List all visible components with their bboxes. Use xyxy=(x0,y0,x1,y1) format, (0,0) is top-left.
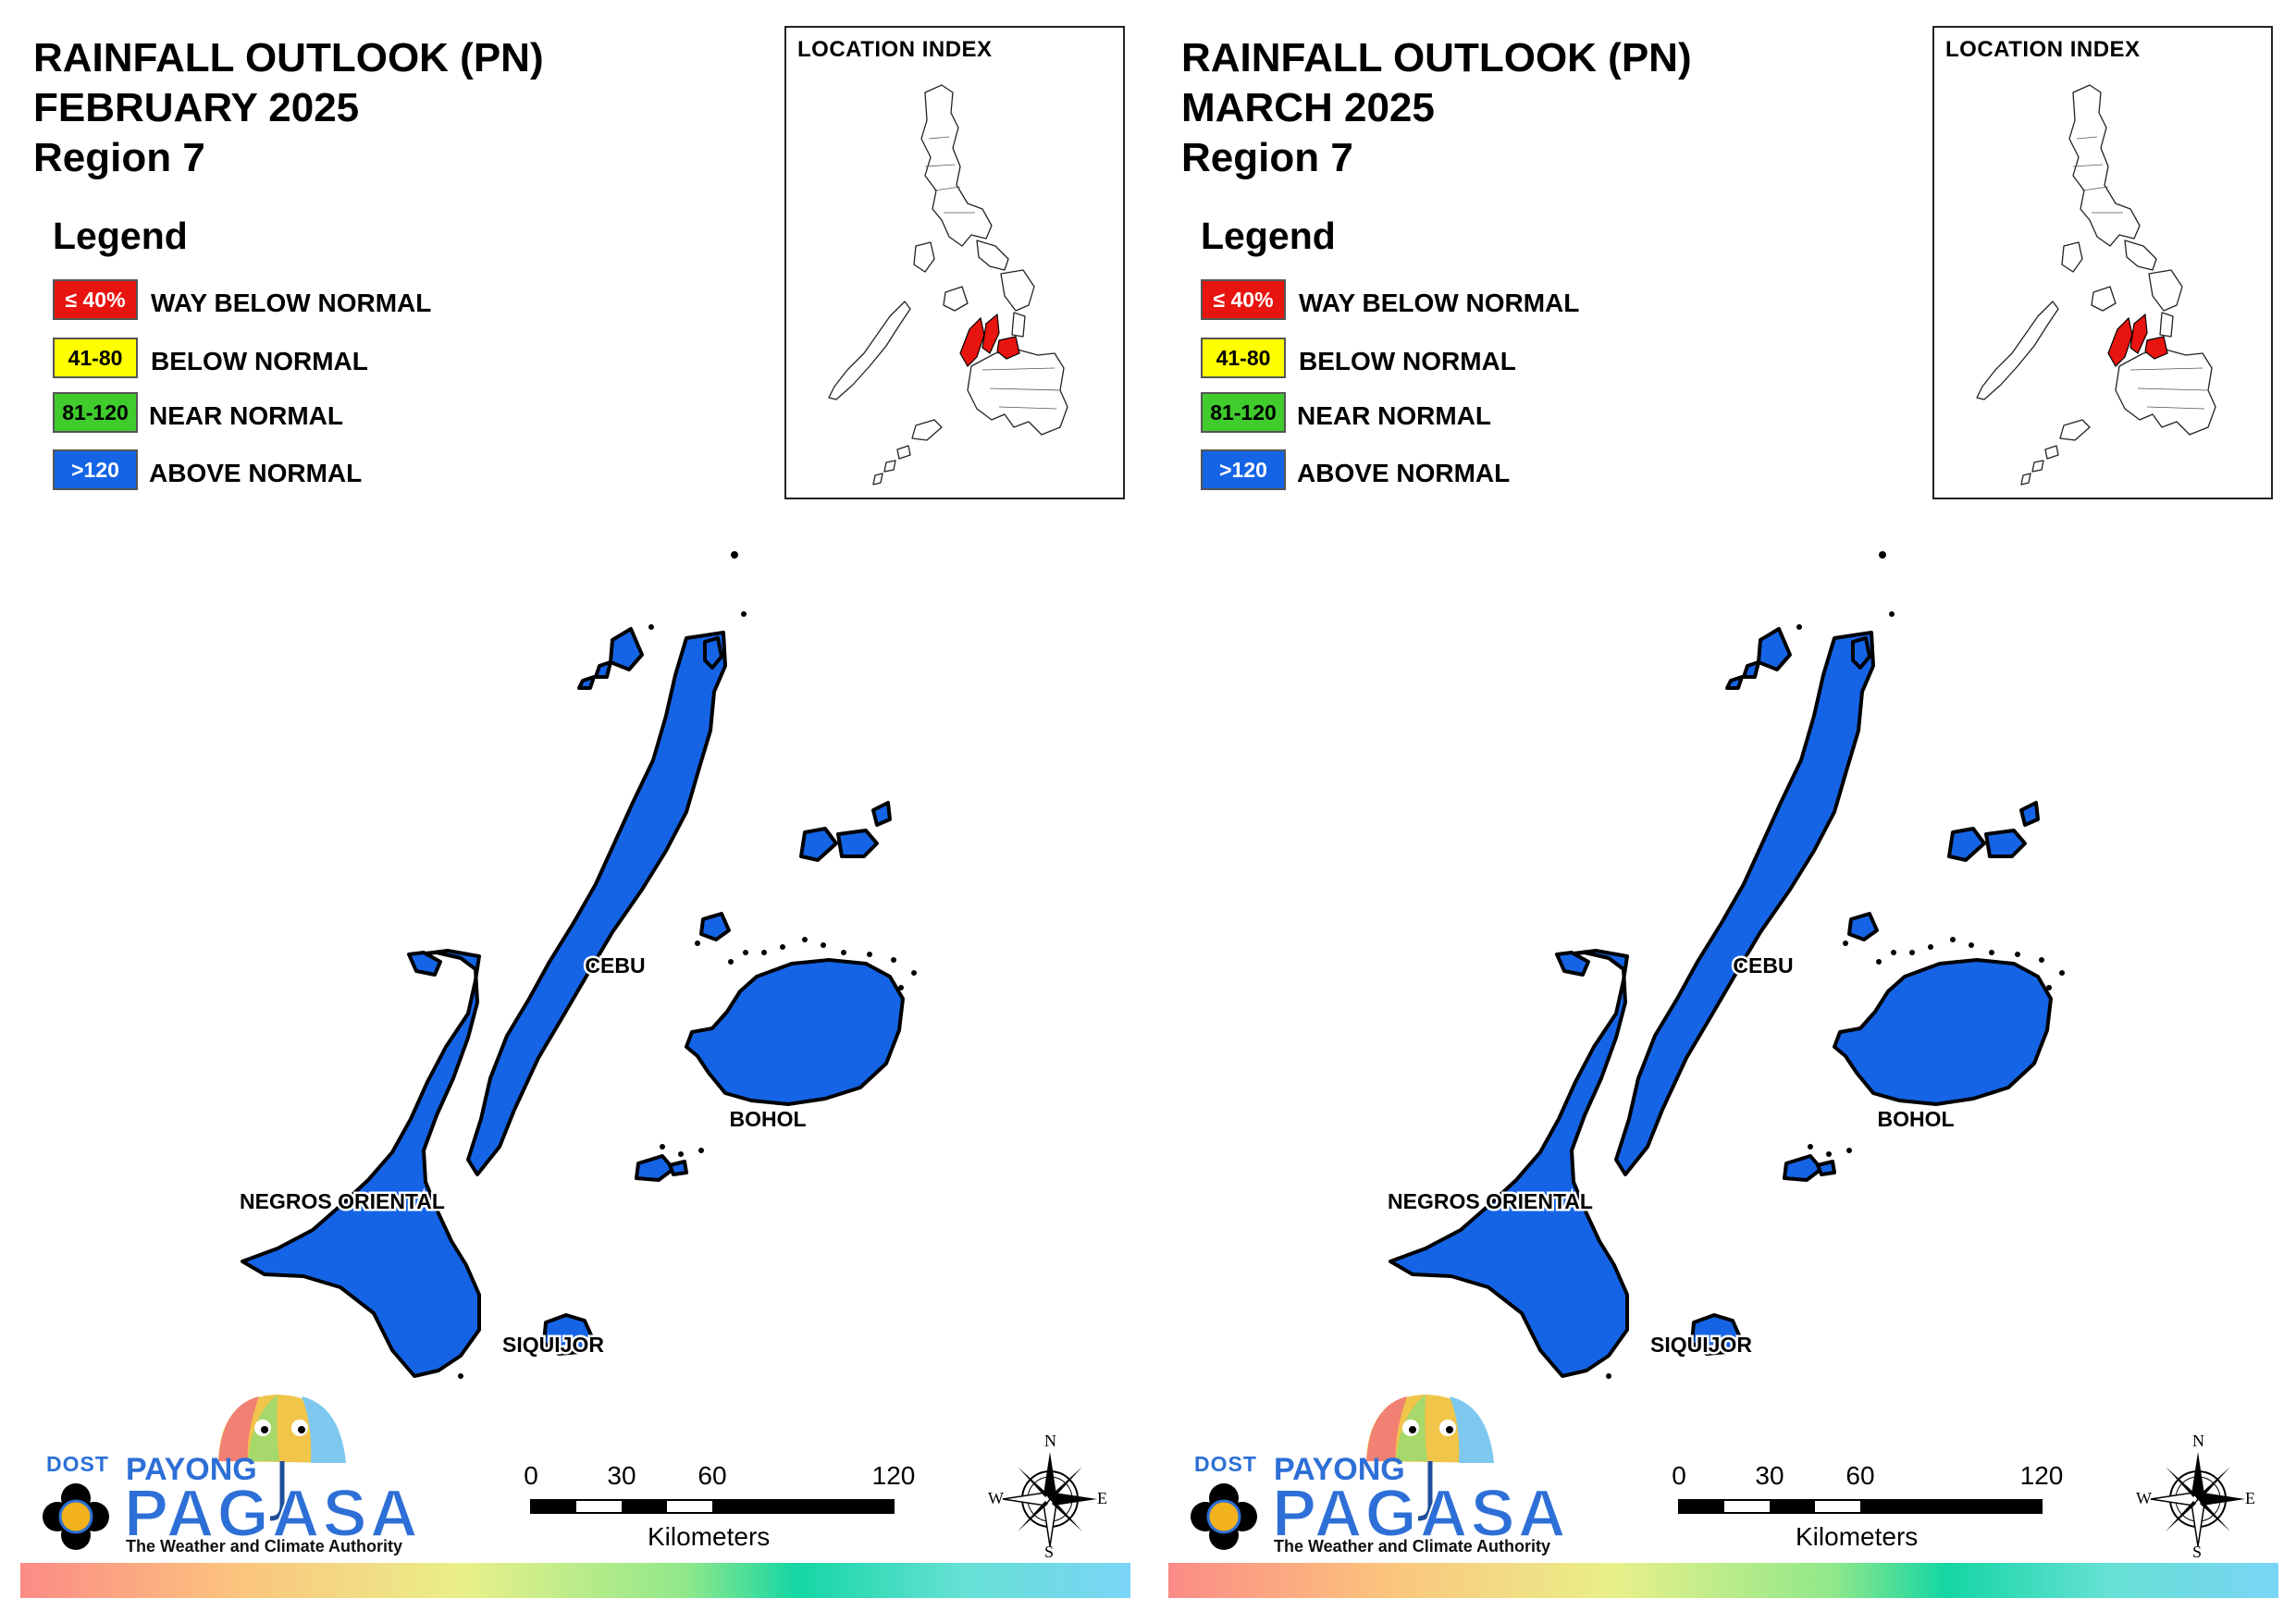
scale-tick-label: 60 xyxy=(697,1461,727,1490)
scale-bar-graphic xyxy=(530,1499,895,1514)
location-index-inset: LOCATION INDEX xyxy=(784,26,1125,499)
legend-swatch: >120 xyxy=(53,449,138,490)
outlook-panel-february: RAINFALL OUTLOOK (PN) FEBRUARY 2025 Regi… xyxy=(20,26,1130,1598)
bohol-province-shape xyxy=(685,958,905,1106)
title-line-month: FEBRUARY 2025 xyxy=(33,85,360,130)
scale-tick-label: 60 xyxy=(1845,1461,1875,1490)
label-bohol: BOHOL xyxy=(729,1107,806,1131)
compass-star xyxy=(2150,1452,2245,1547)
scale-tick-label: 0 xyxy=(524,1461,538,1490)
legend-swatch: 41-80 xyxy=(1201,338,1286,378)
label-bohol: BOHOL xyxy=(1877,1107,1954,1131)
label-cebu: CEBU xyxy=(1733,953,1793,977)
region7-highlight-cebu xyxy=(981,313,1000,354)
title-line-region: Region 7 xyxy=(1181,135,1353,180)
pagasa-label: PAGASA xyxy=(1271,1476,1569,1552)
payong-label: PAYONG xyxy=(126,1452,257,1487)
scale-tick-label: 30 xyxy=(1755,1461,1784,1490)
bohol-province-shape xyxy=(1833,958,2053,1106)
cebu-province-shape xyxy=(466,631,727,1176)
siquijor-province-shape xyxy=(542,1313,594,1356)
compass-e: E xyxy=(1097,1489,1107,1507)
philippines-index-map xyxy=(828,84,1068,486)
umbrella-icon xyxy=(43,1395,346,1550)
legend-label: BELOW NORMAL xyxy=(151,347,368,375)
legend-label: ABOVE NORMAL xyxy=(1297,459,1511,487)
region7-highlight-bohol xyxy=(2144,336,2168,360)
map-title: RAINFALL OUTLOOK (PN) FEBRUARY 2025 Regi… xyxy=(33,33,544,183)
title-line-region: Region 7 xyxy=(33,135,205,180)
region7-province-map: CEBU BOHOL NEGROS ORIENTAL SIQUIJOR xyxy=(238,551,917,1379)
legend-label: NEAR NORMAL xyxy=(1297,401,1491,430)
legend-swatch: 41-80 xyxy=(53,338,138,378)
compass-rose-icon: N E S W xyxy=(2136,1432,2258,1561)
scale-bar-graphic xyxy=(1678,1499,2043,1514)
legend-heading: Legend xyxy=(53,215,188,257)
region7-highlight-cebu xyxy=(2129,313,2148,354)
legend-label: BELOW NORMAL xyxy=(1299,347,1516,375)
region7-highlight-negros xyxy=(2107,316,2133,367)
region7-highlight-negros xyxy=(959,316,985,367)
legend-swatch: ≤ 40% xyxy=(1201,279,1286,320)
negros-oriental-province-shape xyxy=(1389,949,1629,1378)
scale-tick-label: 120 xyxy=(2019,1461,2064,1490)
label-negros-oriental: NEGROS ORIENTAL xyxy=(1388,1189,1593,1213)
title-line-month: MARCH 2025 xyxy=(1181,85,1435,130)
compass-s: S xyxy=(2192,1543,2203,1561)
compass-n: N xyxy=(1044,1432,1056,1450)
rainbow-footer-stripe xyxy=(20,1563,1130,1598)
legend-heading: Legend xyxy=(1201,215,1336,257)
umbrella-icon xyxy=(1191,1395,1494,1550)
compass-w: W xyxy=(2136,1489,2152,1507)
legend-label: NEAR NORMAL xyxy=(149,401,343,430)
compass-rose-icon: N E S W xyxy=(988,1432,1110,1561)
dost-label: DOST xyxy=(1194,1452,1257,1476)
negros-oriental-province-shape xyxy=(241,949,481,1378)
region7-province-map: CEBU BOHOL NEGROS ORIENTAL SIQUIJOR xyxy=(1386,551,2065,1379)
scale-tick-label: 120 xyxy=(871,1461,916,1490)
label-siquijor: SIQUIJOR xyxy=(502,1333,604,1357)
pagasa-label: PAGASA xyxy=(123,1476,421,1552)
legend-label: WAY BELOW NORMAL xyxy=(1299,289,1580,317)
title-line-1: RAINFALL OUTLOOK (PN) xyxy=(1181,35,1692,80)
cebu-province-shape xyxy=(1614,631,1875,1176)
title-line-1: RAINFALL OUTLOOK (PN) xyxy=(33,35,544,80)
map-title: RAINFALL OUTLOOK (PN) MARCH 2025 Region … xyxy=(1181,33,1692,183)
legend-label: ABOVE NORMAL xyxy=(149,459,363,487)
scale-units: Kilometers xyxy=(1796,1522,1919,1551)
index-title: LOCATION INDEX xyxy=(1945,37,2141,62)
compass-e: E xyxy=(2245,1489,2255,1507)
rainbow-footer-stripe xyxy=(1168,1563,2278,1598)
index-title: LOCATION INDEX xyxy=(797,37,993,62)
label-cebu: CEBU xyxy=(585,953,645,977)
region7-highlight-bohol xyxy=(996,336,1020,360)
payong-pagasa-logo: DOST PAYONG PAGASA The Weather and Clima… xyxy=(33,1387,419,1563)
siquijor-province-shape xyxy=(1690,1313,1742,1356)
payong-pagasa-logo: DOST PAYONG PAGASA The Weather and Clima… xyxy=(1181,1387,1567,1563)
label-negros-oriental: NEGROS ORIENTAL xyxy=(240,1189,445,1213)
payong-label: PAYONG xyxy=(1274,1452,1405,1487)
compass-n: N xyxy=(2192,1432,2204,1450)
pagasa-tagline: The Weather and Climate Authority xyxy=(126,1537,403,1555)
label-siquijor: SIQUIJOR xyxy=(1650,1333,1752,1357)
dost-label: DOST xyxy=(46,1452,109,1476)
scale-tick-label: 0 xyxy=(1672,1461,1686,1490)
scale-bar: 0 30 60 120 Kilometers xyxy=(518,1461,925,1554)
legend-swatch: >120 xyxy=(1201,449,1286,490)
compass-w: W xyxy=(988,1489,1004,1507)
legend-swatch: ≤ 40% xyxy=(53,279,138,320)
scale-bar: 0 30 60 120 Kilometers xyxy=(1666,1461,2073,1554)
location-index-inset: LOCATION INDEX xyxy=(1932,26,2273,499)
legend-label: WAY BELOW NORMAL xyxy=(151,289,432,317)
scale-units: Kilometers xyxy=(648,1522,771,1551)
pagasa-tagline: The Weather and Climate Authority xyxy=(1274,1537,1551,1555)
legend-swatch: 81-120 xyxy=(1201,392,1286,433)
legend-swatch: 81-120 xyxy=(53,392,138,433)
compass-s: S xyxy=(1044,1543,1055,1561)
outlook-panel-march: RAINFALL OUTLOOK (PN) MARCH 2025 Region … xyxy=(1148,0,2296,1623)
compass-star xyxy=(1002,1452,1097,1547)
philippines-index-map xyxy=(1976,84,2216,486)
scale-tick-label: 30 xyxy=(607,1461,636,1490)
